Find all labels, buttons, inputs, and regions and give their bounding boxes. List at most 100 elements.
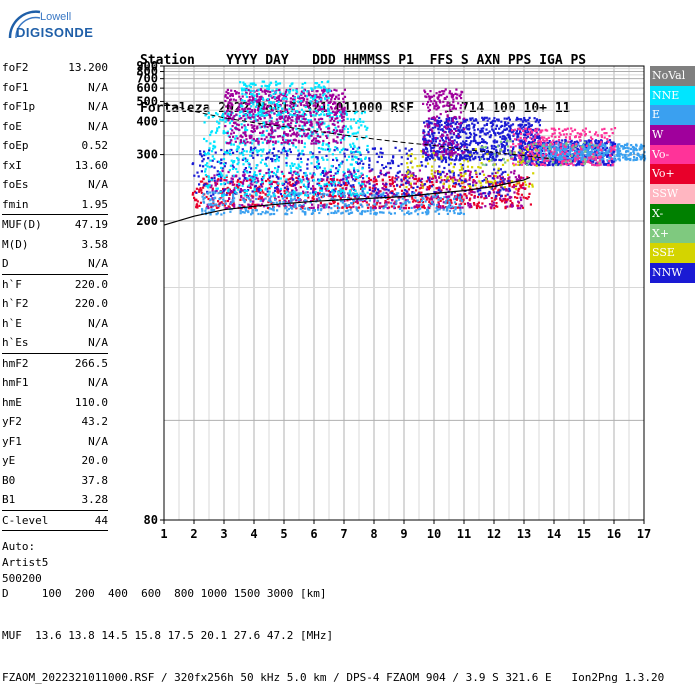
echo-point <box>485 195 487 197</box>
echo-point <box>219 171 221 173</box>
echo-point <box>391 192 393 194</box>
echo-point <box>465 180 467 182</box>
echo-point <box>321 81 323 83</box>
echo-point <box>211 179 213 181</box>
echo-point <box>255 198 257 200</box>
echo-point <box>454 186 456 188</box>
echo-point <box>239 181 241 183</box>
echo-point <box>355 193 357 195</box>
echo-point <box>273 113 275 115</box>
echo-point <box>388 189 390 191</box>
echo-point <box>271 90 273 92</box>
echo-point <box>419 169 421 171</box>
echo-point <box>300 153 302 155</box>
echo-point <box>335 188 337 190</box>
echo-point <box>195 192 197 194</box>
echo-point <box>484 124 486 126</box>
echo-point <box>391 199 393 201</box>
echo-point <box>277 127 279 129</box>
echo-point <box>210 208 212 210</box>
echo-point <box>282 136 284 138</box>
echo-point <box>287 89 289 91</box>
echo-point <box>470 171 472 173</box>
echo-point <box>410 186 412 188</box>
echo-point <box>346 149 348 151</box>
echo-point <box>249 142 251 144</box>
echo-point <box>318 106 320 108</box>
echo-point <box>332 178 334 180</box>
echo-point <box>350 194 352 196</box>
echo-point <box>240 188 242 190</box>
echo-point <box>416 204 418 206</box>
echo-point <box>336 159 338 161</box>
echo-point <box>248 89 250 91</box>
echo-point <box>469 175 471 177</box>
echo-point <box>319 190 321 192</box>
echo-point <box>278 196 280 198</box>
echo-point <box>298 118 300 120</box>
echo-point <box>481 128 483 130</box>
echo-point <box>280 177 282 179</box>
echo-point <box>263 174 265 176</box>
echo-point <box>290 122 292 124</box>
echo-point <box>512 140 514 142</box>
echo-point <box>430 147 432 149</box>
echo-point <box>269 91 271 93</box>
echo-point <box>260 189 262 191</box>
echo-point <box>298 164 300 166</box>
echo-point <box>425 148 427 150</box>
echo-point <box>436 207 438 209</box>
echo-point <box>447 213 449 215</box>
echo-point <box>304 199 306 201</box>
echo-point <box>295 89 297 91</box>
echo-point <box>265 211 267 213</box>
echo-point <box>327 176 329 178</box>
echo-point <box>300 186 302 188</box>
echo-point <box>511 204 513 206</box>
echo-point <box>270 158 272 160</box>
echo-point <box>477 143 479 145</box>
echo-point <box>306 168 308 170</box>
echo-point <box>508 136 510 138</box>
echo-point <box>317 209 319 211</box>
echo-point <box>219 202 221 204</box>
echo-point <box>285 100 287 102</box>
echo-point <box>466 146 468 148</box>
echo-point <box>495 149 497 151</box>
echo-point <box>370 207 372 209</box>
echo-point <box>241 89 243 91</box>
echo-point <box>250 90 252 92</box>
echo-point <box>523 117 525 119</box>
echo-point <box>346 113 348 115</box>
echo-point <box>263 110 265 112</box>
echo-point <box>230 114 232 116</box>
echo-point <box>294 97 296 99</box>
echo-point <box>481 202 483 204</box>
echo-point <box>438 165 440 167</box>
echo-point <box>430 150 432 152</box>
echo-point <box>350 185 352 187</box>
echo-point <box>337 205 339 207</box>
echo-point <box>323 204 325 206</box>
echo-point <box>282 139 284 141</box>
echo-point <box>527 119 529 121</box>
echo-point <box>270 82 272 84</box>
echo-point <box>323 193 325 195</box>
echo-point <box>358 195 360 197</box>
echo-point <box>270 181 272 183</box>
echo-point <box>295 172 297 174</box>
echo-point <box>260 183 262 185</box>
echo-point <box>244 190 246 192</box>
echo-point <box>427 186 429 188</box>
echo-point <box>204 152 206 154</box>
echo-point <box>350 118 352 120</box>
echo-point <box>275 142 277 144</box>
echo-point <box>337 121 339 123</box>
echo-point <box>274 167 276 169</box>
echo-point <box>433 137 435 139</box>
echo-point <box>270 138 272 140</box>
echo-point <box>313 142 315 144</box>
echo-point <box>206 140 208 142</box>
echo-point <box>503 141 505 143</box>
echo-point <box>216 127 218 129</box>
